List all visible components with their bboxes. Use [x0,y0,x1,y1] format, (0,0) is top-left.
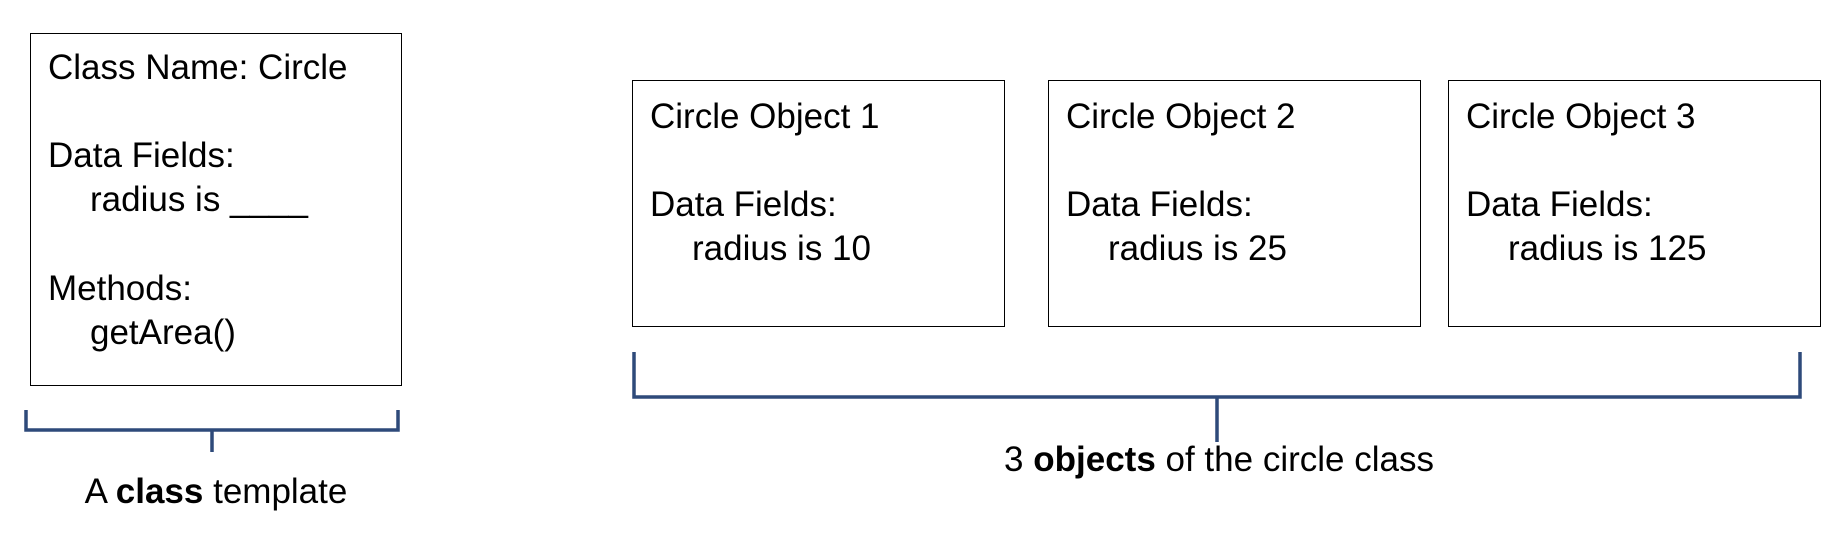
radius-field: radius is ____ [90,180,308,219]
get-area-method: getArea() [90,313,236,352]
radius-value: radius is 25 [1108,229,1287,268]
class-template-caption: A class template [84,472,348,511]
methods-heading: Methods: [48,269,192,308]
data-fields-heading: Data Fields: [650,185,837,224]
circle-object-1-box: Circle Object 1 Data Fields: radius is 1… [632,80,1005,327]
class-template-box: Class Name: Circle Data Fields: radius i… [30,33,402,386]
radius-value: radius is 10 [692,229,871,268]
class-name-label: Class Name: Circle [48,48,348,87]
object-title: Circle Object 1 [650,97,880,136]
objects-caption: 3 objects of the circle class [1004,440,1434,479]
data-fields-heading: Data Fields: [1066,185,1253,224]
object-title: Circle Object 3 [1466,97,1696,136]
object-title: Circle Object 2 [1066,97,1296,136]
objects-bracket [632,352,1802,442]
class-bracket [24,410,400,452]
objects-keyword: objects [1033,440,1156,479]
data-fields-heading: Data Fields: [1466,185,1653,224]
circle-object-2-box: Circle Object 2 Data Fields: radius is 2… [1048,80,1421,327]
data-fields-heading: Data Fields: [48,136,235,175]
radius-value: radius is 125 [1508,229,1707,268]
class-keyword: class [115,472,204,511]
circle-object-3-box: Circle Object 3 Data Fields: radius is 1… [1448,80,1821,327]
